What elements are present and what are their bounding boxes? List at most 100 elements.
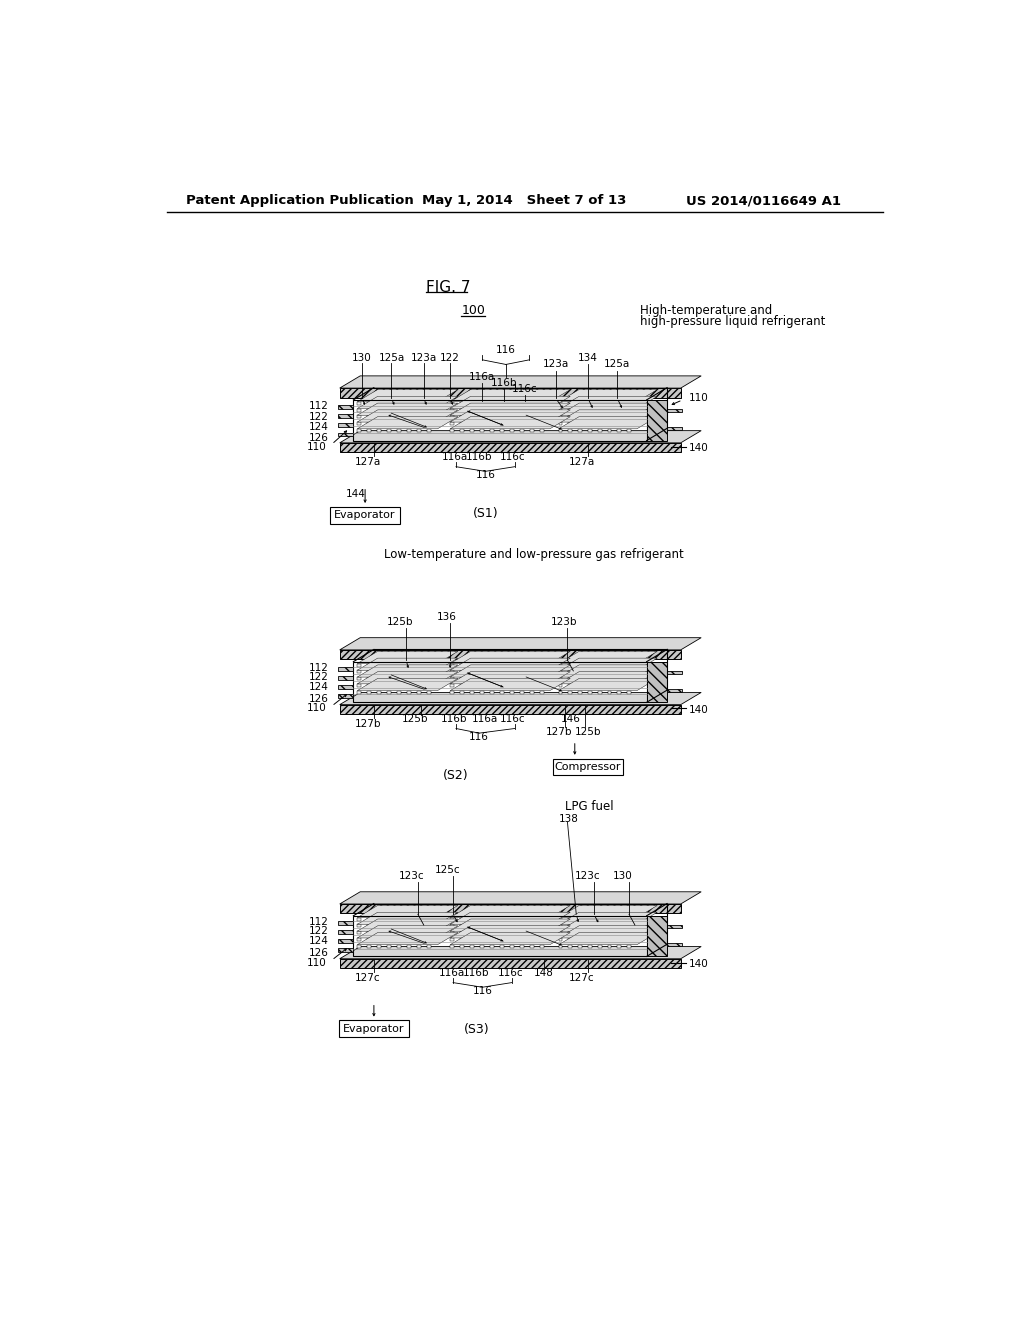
Bar <box>368 917 371 920</box>
Polygon shape <box>357 678 458 690</box>
Bar <box>460 684 464 686</box>
Bar <box>627 429 631 432</box>
Bar <box>500 931 504 935</box>
Text: 122: 122 <box>308 412 329 422</box>
Polygon shape <box>559 678 657 690</box>
Bar <box>470 677 474 680</box>
Text: 116a: 116a <box>472 714 499 725</box>
Bar <box>470 429 474 432</box>
Bar <box>627 401 631 405</box>
Bar <box>540 917 544 920</box>
Bar <box>427 408 431 412</box>
Bar <box>338 685 353 689</box>
Bar <box>510 416 514 418</box>
Polygon shape <box>451 651 570 664</box>
Bar <box>627 939 631 941</box>
Bar <box>588 429 592 432</box>
Bar <box>520 429 524 432</box>
Bar <box>627 924 631 928</box>
Text: 125b: 125b <box>574 726 601 737</box>
Bar <box>418 401 421 405</box>
Bar <box>408 429 412 432</box>
Bar <box>460 422 464 425</box>
Bar <box>470 664 474 667</box>
Polygon shape <box>340 430 701 442</box>
Polygon shape <box>357 411 458 422</box>
Bar <box>387 917 391 920</box>
Bar <box>387 945 391 948</box>
Text: 124: 124 <box>308 682 329 692</box>
Bar <box>579 401 582 405</box>
Polygon shape <box>559 919 657 931</box>
Text: 148: 148 <box>535 969 554 978</box>
Bar <box>460 931 464 935</box>
Bar <box>357 422 361 425</box>
Bar <box>460 408 464 412</box>
Bar <box>377 401 381 405</box>
Bar <box>667 671 682 675</box>
Bar <box>480 931 484 935</box>
Bar <box>607 416 611 418</box>
Bar <box>418 664 421 667</box>
Text: high-pressure liquid refrigerant: high-pressure liquid refrigerant <box>640 315 825 329</box>
Bar <box>540 690 544 694</box>
Bar <box>408 671 412 673</box>
Bar <box>588 690 592 694</box>
Polygon shape <box>357 651 458 664</box>
Bar <box>357 416 361 418</box>
Bar <box>480 939 484 941</box>
Bar <box>510 401 514 405</box>
Bar <box>520 917 524 920</box>
Bar <box>598 945 601 948</box>
Bar <box>490 671 494 673</box>
Bar <box>377 429 381 432</box>
Text: 116c: 116c <box>501 453 526 462</box>
Bar <box>397 401 401 405</box>
Bar <box>520 931 524 935</box>
Bar <box>387 408 391 412</box>
Bar <box>579 422 582 425</box>
Bar <box>368 422 371 425</box>
Bar <box>579 931 582 935</box>
Bar <box>588 408 592 412</box>
Bar <box>579 924 582 928</box>
Bar <box>598 416 601 418</box>
Bar <box>598 924 601 928</box>
Bar <box>451 917 454 920</box>
Bar <box>397 924 401 928</box>
Bar <box>368 939 371 941</box>
Polygon shape <box>340 693 701 705</box>
Text: 140: 140 <box>689 960 709 969</box>
Bar <box>520 664 524 667</box>
Bar <box>568 671 572 673</box>
Bar <box>368 690 371 694</box>
Bar <box>480 429 484 432</box>
Bar <box>667 925 682 928</box>
Bar <box>588 416 592 418</box>
Polygon shape <box>451 411 570 422</box>
Bar <box>353 400 646 441</box>
Bar <box>470 422 474 425</box>
Bar <box>540 671 544 673</box>
Polygon shape <box>451 396 570 408</box>
Bar <box>598 677 601 680</box>
Bar <box>510 931 514 935</box>
Bar <box>427 931 431 935</box>
Bar <box>330 507 400 524</box>
Bar <box>377 664 381 667</box>
Bar <box>667 942 682 946</box>
Polygon shape <box>559 651 657 664</box>
Bar <box>377 917 381 920</box>
Bar <box>617 416 622 418</box>
Bar <box>451 690 454 694</box>
Text: 112: 112 <box>308 663 329 673</box>
Polygon shape <box>451 417 570 429</box>
Bar <box>368 945 371 948</box>
Bar <box>338 676 353 680</box>
Bar <box>397 671 401 673</box>
Text: 124: 124 <box>308 936 329 946</box>
Text: High-temperature and: High-temperature and <box>640 305 772 317</box>
Bar <box>579 408 582 412</box>
Bar <box>510 684 514 686</box>
Bar <box>559 931 562 935</box>
